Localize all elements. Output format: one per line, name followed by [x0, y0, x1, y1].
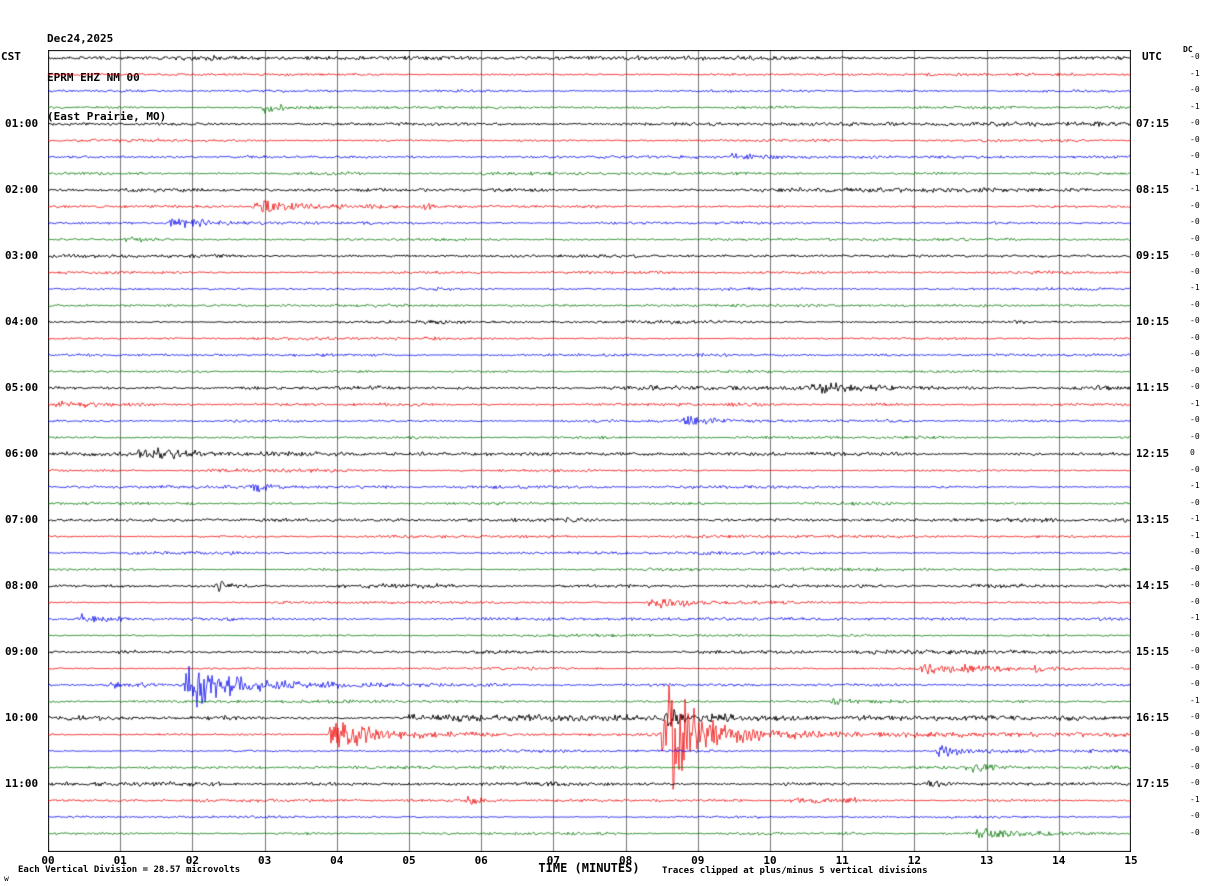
cst-hour-label: 09:00: [5, 645, 39, 658]
cst-hour-label: 07:00: [5, 513, 39, 526]
dc-offset-value: -0: [1190, 547, 1200, 556]
dc-offset-value: -0: [1190, 464, 1200, 474]
cst-hour-label: 04:00: [5, 315, 39, 328]
x-tick-label: 05: [402, 854, 416, 867]
x-tick-label: 04: [330, 854, 344, 867]
dc-offset-value: -0: [1190, 728, 1200, 738]
x-axis-title: TIME (MINUTES): [538, 861, 640, 875]
dc-offset-value: -0: [1190, 778, 1200, 787]
cst-hour-label: 01:00: [5, 117, 39, 130]
utc-hour-label: 13:15: [1136, 513, 1170, 526]
dc-offset-value: -0: [1190, 217, 1200, 226]
title-date: Dec24,2025: [47, 32, 114, 45]
utc-hour-label: 09:15: [1136, 249, 1170, 262]
dc-offset-value: -1: [1190, 184, 1200, 193]
dc-offset-value: -0: [1190, 85, 1200, 94]
dc-offset-value: -0: [1190, 431, 1200, 441]
dc-offset-value: -0: [1190, 761, 1200, 771]
cst-hour-label: 03:00: [5, 249, 39, 262]
cst-hour-label: 11:00: [5, 777, 39, 790]
dc-offset-value: -1: [1190, 68, 1200, 78]
dc-offset-value: -1: [1190, 481, 1200, 490]
dc-offset-value: -0: [1190, 382, 1200, 391]
dc-offset-value: -1: [1190, 398, 1200, 408]
dc-offset-value: -1: [1190, 283, 1200, 292]
utc-hour-label: 08:15: [1136, 183, 1170, 196]
dc-offset-value: -1: [1190, 514, 1200, 523]
dc-offset-value: -0: [1190, 151, 1200, 160]
cst-hour-label: 08:00: [5, 579, 39, 592]
dc-offset-value: -0: [1190, 332, 1200, 342]
cst-hour-label: 02:00: [5, 183, 39, 196]
dc-offset-value: -0: [1190, 679, 1200, 688]
dc-offset-value: -0: [1190, 316, 1200, 325]
dc-offset-value: -0: [1190, 349, 1200, 358]
utc-hour-label: 11:15: [1136, 381, 1170, 394]
x-tick-label: 03: [257, 854, 272, 867]
dc-offset-value: -0: [1190, 827, 1200, 837]
x-tick-label: 14: [1052, 854, 1066, 867]
dc-offset-value: -0: [1190, 415, 1200, 424]
vertical-division-note: Each Vertical Division = 28.57 microvolt…: [18, 865, 241, 875]
utc-hour-label: 14:15: [1136, 579, 1170, 592]
seismogram-canvas: [48, 50, 1131, 852]
dc-offset-value: -0: [1190, 266, 1200, 276]
dc-offset-value: -0: [1190, 563, 1200, 573]
dc-offset-value: -1: [1190, 530, 1200, 540]
x-tick-label: 06: [474, 854, 488, 867]
utc-hour-label: 10:15: [1136, 315, 1170, 328]
dc-offset-value: -1: [1190, 101, 1200, 111]
cst-hour-label: 06:00: [5, 447, 39, 460]
dc-offset-value: -0: [1190, 712, 1200, 721]
utc-hour-label: 07:15: [1136, 117, 1170, 130]
utc-hour-label: 16:15: [1136, 711, 1170, 724]
left-timezone-label: CST: [1, 50, 21, 63]
dc-offset-value: -0: [1190, 118, 1200, 127]
dc-offset-value: -0: [1190, 250, 1200, 259]
dc-offset-value: -0: [1190, 811, 1200, 820]
right-timezone-label: UTC: [1142, 50, 1162, 63]
dc-offset-value: -1: [1190, 167, 1200, 177]
dc-offset-value: -0: [1190, 233, 1200, 243]
clipping-note: Traces clipped at plus/minus 5 vertical …: [662, 866, 928, 876]
corner-glyph: w: [4, 874, 9, 883]
dc-offset-value: -0: [1190, 365, 1200, 375]
utc-hour-label: 12:15: [1136, 447, 1170, 460]
dc-offset-value: 0: [1190, 448, 1195, 457]
dc-offset-value: -0: [1190, 596, 1200, 606]
dc-offset-value: -0: [1190, 580, 1200, 589]
dc-header-label: DC: [1183, 45, 1193, 54]
dc-offset-value: -0: [1190, 497, 1200, 507]
dc-offset-value: -0: [1190, 134, 1200, 144]
dc-offset-value: -0: [1190, 629, 1200, 639]
x-tick-label: 13: [979, 854, 994, 867]
dc-offset-value: -0: [1190, 662, 1200, 672]
utc-hour-label: 15:15: [1136, 645, 1170, 658]
cst-hour-label: 05:00: [5, 381, 39, 394]
dc-offset-value: -1: [1190, 695, 1200, 705]
cst-hour-label: 10:00: [5, 711, 39, 724]
dc-offset-value: -1: [1190, 794, 1200, 804]
dc-offset-value: -0: [1190, 745, 1200, 754]
dc-offset-value: -0: [1190, 299, 1200, 309]
dc-offset-value: -1: [1190, 613, 1200, 622]
dc-offset-value: -0: [1190, 646, 1200, 655]
utc-hour-label: 17:15: [1136, 777, 1170, 790]
dc-offset-value: -0: [1190, 200, 1200, 210]
x-tick-label: 15: [1124, 854, 1138, 867]
